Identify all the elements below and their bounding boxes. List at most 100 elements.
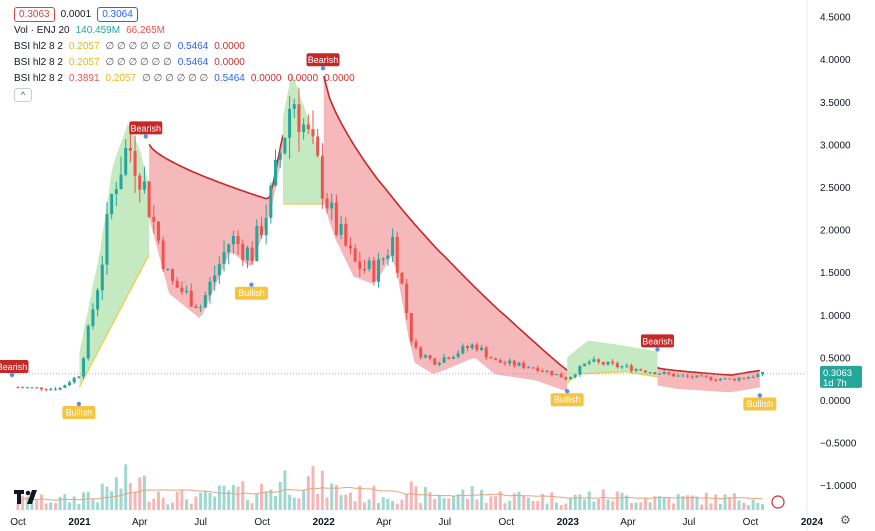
candle-body: [540, 370, 544, 372]
bullish-signal-label: Bullish: [66, 408, 93, 418]
volume-bar: [643, 497, 647, 510]
bsi-support: 0.2057: [105, 72, 137, 84]
volume-bar: [531, 501, 535, 510]
signal-marker: [564, 389, 570, 394]
candle-body: [597, 359, 601, 363]
candle-body: [517, 362, 521, 366]
volume-bar: [367, 499, 371, 510]
y-tick-label: −0.5000: [820, 439, 857, 450]
volume-bar: [91, 499, 95, 510]
candle-body: [138, 175, 142, 190]
settings-gear-icon[interactable]: ⚙: [840, 513, 851, 527]
candle-body: [358, 261, 362, 269]
volume-bar: [334, 484, 338, 510]
candle-body: [77, 376, 81, 378]
y-tick-label: 4.5000: [820, 13, 851, 24]
volume-bar: [39, 494, 43, 510]
volume-bar: [175, 492, 179, 510]
volume-bar: [100, 483, 104, 510]
volume-bar: [142, 475, 146, 510]
candle-body: [114, 189, 118, 194]
volume-bar: [222, 485, 226, 510]
volume-bar: [419, 503, 423, 510]
bsi-legend-1[interactable]: BSI hl2 8 2 0.2057 ∅ ∅ ∅ ∅ ∅ ∅ 0.5464 0.…: [14, 38, 355, 54]
volume-bar: [250, 503, 254, 510]
bearish-signal-badge: [306, 53, 340, 67]
volume-legend[interactable]: Vol · ENJ 20 140.459M 66.265M: [14, 22, 355, 38]
collapse-legend-button[interactable]: ^: [14, 88, 32, 102]
candle-body: [695, 375, 699, 378]
bullish-signal-label: Bullish: [554, 395, 581, 405]
candle-body: [554, 374, 558, 376]
volume-bar: [30, 502, 34, 510]
volume-bar: [288, 494, 292, 510]
volume-bar: [657, 496, 661, 510]
bearish-signal-badge: [129, 121, 163, 135]
volume-bar: [133, 491, 137, 510]
volume-bar: [269, 489, 273, 510]
candle-body: [681, 375, 685, 377]
candle-body: [714, 379, 718, 381]
candle-body: [213, 275, 217, 282]
volume-bar: [372, 485, 376, 510]
volume-bar: [325, 497, 329, 510]
x-tick-label: Oct: [254, 517, 270, 528]
bsi-na-values: ∅ ∅ ∅ ∅ ∅ ∅: [105, 56, 172, 68]
volume-bar: [564, 503, 568, 510]
ask-price[interactable]: 0.3064: [97, 6, 138, 22]
volume-bar: [545, 503, 549, 510]
candle-body: [564, 377, 568, 380]
x-tick-label: 2024: [801, 517, 824, 528]
volume-bar: [189, 503, 193, 510]
volume-bar: [442, 498, 446, 510]
candle-body: [58, 387, 62, 390]
bsi-legend-3[interactable]: BSI hl2 8 2 0.3891 0.2057 ∅ ∅ ∅ ∅ ∅ ∅ 0.…: [14, 70, 355, 86]
candle-body: [344, 224, 348, 246]
candle-body: [189, 290, 193, 307]
candle-body: [185, 290, 189, 293]
volume-bar: [583, 499, 587, 510]
candle-body: [723, 378, 727, 380]
bid-price[interactable]: 0.3063: [14, 6, 55, 22]
volume-bar: [686, 495, 690, 510]
volume-bar: [362, 502, 366, 510]
bsi-legend-2[interactable]: BSI hl2 8 2 0.2057 ∅ ∅ ∅ ∅ ∅ ∅ 0.5464 0.…: [14, 54, 355, 70]
volume-bar: [732, 493, 736, 510]
candle-body: [377, 259, 381, 282]
bsi-mid: 0.5464: [177, 56, 209, 68]
volume-bar: [53, 503, 57, 510]
volume-bar: [522, 495, 526, 510]
candle-body: [68, 382, 72, 386]
candle-body: [156, 221, 160, 241]
resistance-line: [657, 366, 760, 376]
volume-bar: [433, 498, 437, 510]
candle-body: [615, 363, 619, 367]
candle-body: [461, 346, 465, 354]
tradingview-logo-icon[interactable]: [14, 490, 40, 504]
signal-labels: Bearish Bullish Bearish Bullish Bearish Bulli…: [0, 53, 777, 419]
candle-body: [274, 159, 278, 186]
volume-bar: [77, 503, 81, 510]
candle-body: [316, 136, 320, 156]
candle-body: [30, 387, 34, 389]
volume-bar: [456, 494, 460, 510]
bsi-zero: 0.0000: [287, 72, 319, 84]
x-tick-label: Jul: [194, 517, 207, 528]
candle-body: [728, 378, 732, 380]
bearish-signal-label: Bearish: [0, 362, 27, 372]
candle-body: [587, 361, 591, 364]
signal-marker: [757, 393, 763, 398]
candle-body: [283, 137, 287, 154]
candle-body: [391, 236, 395, 256]
candle-body: [91, 309, 95, 326]
candle-body: [334, 202, 338, 235]
volume-bar: [68, 502, 72, 510]
volume-bar: [437, 495, 441, 510]
candle-body: [362, 268, 366, 270]
candle-body: [222, 252, 226, 264]
bsi-zero: 0.0000: [324, 72, 355, 84]
candle-body: [288, 108, 292, 138]
candle-body: [414, 341, 418, 348]
candle-body: [601, 362, 605, 365]
